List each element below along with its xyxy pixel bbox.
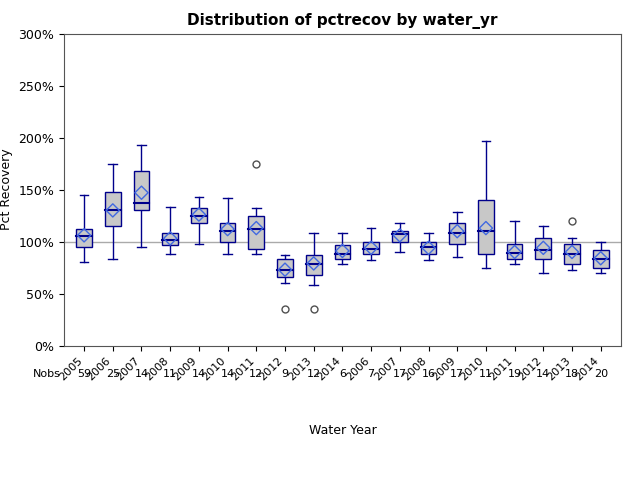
Bar [134,171,149,210]
Bar [335,245,350,259]
Bar [564,244,580,264]
Point [194,211,204,218]
X-axis label: Water Year: Water Year [308,424,376,437]
Point [366,244,376,252]
Point [395,231,405,239]
Point [251,224,261,232]
Title: Distribution of pctrecov by water_yr: Distribution of pctrecov by water_yr [187,13,498,29]
Point [424,244,434,252]
Y-axis label: Pct Recovery: Pct Recovery [0,149,13,230]
Bar [220,223,236,241]
Text: 17: 17 [450,370,464,379]
Point [280,266,290,274]
Bar [248,216,264,249]
Point [452,228,462,235]
Point [223,225,233,233]
Text: 14: 14 [192,370,206,379]
Point [165,235,175,242]
Text: 18: 18 [565,370,579,379]
Text: 12: 12 [249,370,263,379]
Text: 11: 11 [163,370,177,379]
Bar [420,241,436,254]
Bar [364,241,379,254]
Bar [277,259,293,277]
Point [79,231,89,239]
Text: 14: 14 [536,370,550,379]
Text: 7: 7 [367,370,374,379]
Text: 20: 20 [594,370,608,379]
Point [108,206,118,214]
Point [308,260,319,267]
Point [337,247,348,255]
Text: Nobs: Nobs [33,370,61,379]
Point [136,189,147,197]
Text: 11: 11 [479,370,493,379]
Point [567,248,577,256]
Text: 12: 12 [307,370,321,379]
Text: 17: 17 [393,370,407,379]
Bar [105,192,121,226]
Point [509,248,520,256]
Bar [449,223,465,244]
Bar [76,229,92,247]
Text: 16: 16 [422,370,435,379]
Point [481,224,491,232]
Point [538,244,548,252]
Bar [593,250,609,268]
Bar [536,239,551,259]
Point [596,254,606,262]
Text: 25: 25 [106,370,120,379]
Text: 19: 19 [508,370,522,379]
Text: 9: 9 [282,370,289,379]
Text: 59: 59 [77,370,91,379]
Bar [478,200,494,254]
Bar [163,233,178,245]
Text: 14: 14 [134,370,148,379]
Bar [507,244,522,259]
Text: 6: 6 [339,370,346,379]
Text: 14: 14 [221,370,235,379]
Bar [392,231,408,241]
Bar [306,255,321,275]
Bar [191,208,207,223]
